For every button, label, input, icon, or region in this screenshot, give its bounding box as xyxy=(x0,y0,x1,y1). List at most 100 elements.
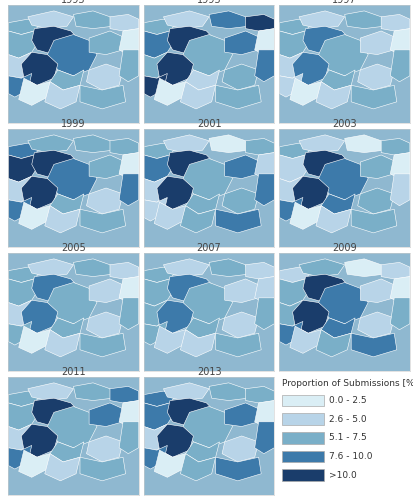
Polygon shape xyxy=(320,318,354,338)
Polygon shape xyxy=(344,259,383,276)
Polygon shape xyxy=(320,194,354,214)
Polygon shape xyxy=(8,176,34,202)
Polygon shape xyxy=(215,333,261,357)
Polygon shape xyxy=(183,406,232,448)
Polygon shape xyxy=(144,391,176,406)
Polygon shape xyxy=(28,259,73,276)
Title: 2013: 2013 xyxy=(196,367,221,377)
Bar xyxy=(281,432,323,444)
Polygon shape xyxy=(73,135,112,152)
Title: 1999: 1999 xyxy=(61,119,85,129)
Polygon shape xyxy=(32,274,80,302)
Polygon shape xyxy=(289,326,320,353)
Polygon shape xyxy=(19,78,50,106)
Polygon shape xyxy=(144,267,176,282)
Polygon shape xyxy=(254,50,273,82)
Polygon shape xyxy=(73,383,112,400)
Polygon shape xyxy=(110,262,138,279)
Polygon shape xyxy=(359,31,396,54)
Polygon shape xyxy=(292,52,328,86)
Polygon shape xyxy=(289,202,320,230)
Polygon shape xyxy=(8,198,32,221)
Polygon shape xyxy=(279,322,302,345)
Bar xyxy=(281,450,323,462)
Polygon shape xyxy=(292,176,328,210)
Polygon shape xyxy=(221,188,258,214)
Polygon shape xyxy=(80,333,125,357)
Polygon shape xyxy=(8,300,34,326)
Polygon shape xyxy=(163,383,209,400)
Polygon shape xyxy=(167,150,215,178)
Polygon shape xyxy=(359,279,396,302)
Polygon shape xyxy=(245,386,273,403)
Polygon shape xyxy=(180,206,215,233)
Polygon shape xyxy=(302,26,350,54)
Title: 1993: 1993 xyxy=(61,0,85,5)
Polygon shape xyxy=(144,300,170,326)
Polygon shape xyxy=(144,322,167,345)
Polygon shape xyxy=(21,300,58,333)
Polygon shape xyxy=(318,158,367,200)
Polygon shape xyxy=(185,194,219,214)
Text: 7.6 - 10.0: 7.6 - 10.0 xyxy=(328,452,372,461)
Polygon shape xyxy=(119,174,138,206)
Bar xyxy=(281,470,323,481)
Polygon shape xyxy=(28,11,73,28)
Polygon shape xyxy=(144,279,176,306)
Polygon shape xyxy=(221,436,258,462)
Polygon shape xyxy=(50,442,84,462)
Polygon shape xyxy=(183,158,232,200)
Polygon shape xyxy=(110,386,138,403)
Polygon shape xyxy=(32,26,80,54)
Polygon shape xyxy=(144,198,167,221)
Polygon shape xyxy=(245,14,273,31)
Polygon shape xyxy=(8,322,32,345)
Polygon shape xyxy=(215,210,261,233)
Bar xyxy=(281,394,323,406)
Polygon shape xyxy=(357,312,393,338)
Polygon shape xyxy=(28,135,73,152)
Polygon shape xyxy=(73,11,112,28)
Polygon shape xyxy=(318,282,367,324)
Polygon shape xyxy=(315,82,350,109)
Polygon shape xyxy=(73,259,112,276)
Polygon shape xyxy=(144,403,176,430)
Polygon shape xyxy=(28,383,73,400)
Polygon shape xyxy=(157,300,193,333)
Polygon shape xyxy=(298,135,344,152)
Polygon shape xyxy=(8,52,34,78)
Polygon shape xyxy=(50,318,84,338)
Polygon shape xyxy=(86,64,123,90)
Polygon shape xyxy=(254,28,273,54)
Polygon shape xyxy=(21,424,58,457)
Title: 1997: 1997 xyxy=(332,0,356,5)
Polygon shape xyxy=(298,259,344,276)
Polygon shape xyxy=(21,176,58,210)
Polygon shape xyxy=(279,143,311,158)
Polygon shape xyxy=(47,282,97,324)
Polygon shape xyxy=(245,262,273,279)
Polygon shape xyxy=(89,403,125,426)
Polygon shape xyxy=(8,424,34,450)
Polygon shape xyxy=(209,135,247,152)
Polygon shape xyxy=(209,11,247,28)
Title: 2001: 2001 xyxy=(196,119,221,129)
Polygon shape xyxy=(32,398,80,426)
Polygon shape xyxy=(279,74,302,97)
Polygon shape xyxy=(8,143,41,158)
Polygon shape xyxy=(157,52,193,86)
Polygon shape xyxy=(45,82,80,109)
Polygon shape xyxy=(154,202,185,230)
Polygon shape xyxy=(350,333,396,357)
Text: 5.1 - 7.5: 5.1 - 7.5 xyxy=(328,434,366,442)
Polygon shape xyxy=(86,188,123,214)
Polygon shape xyxy=(89,279,125,302)
Polygon shape xyxy=(167,274,215,302)
Polygon shape xyxy=(224,403,261,426)
Polygon shape xyxy=(167,398,215,426)
Polygon shape xyxy=(80,210,125,233)
Polygon shape xyxy=(302,274,350,302)
Polygon shape xyxy=(389,50,409,82)
Polygon shape xyxy=(21,52,58,86)
Polygon shape xyxy=(144,176,170,202)
